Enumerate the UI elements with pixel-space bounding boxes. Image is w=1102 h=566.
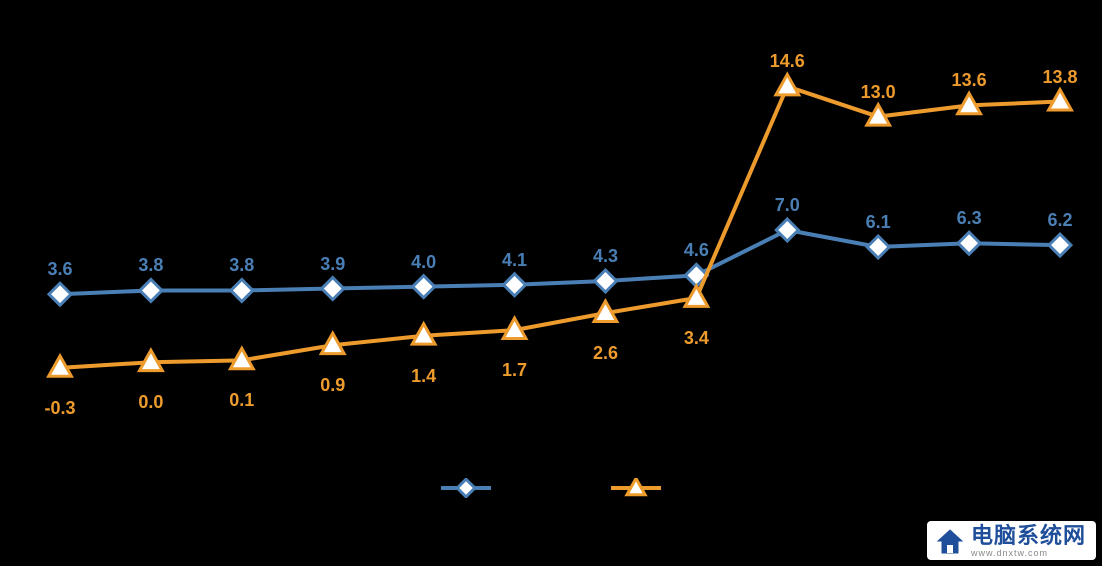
legend-swatch: [611, 478, 661, 498]
series-b-label: 1.7: [502, 360, 527, 381]
series-a-label: 6.2: [1047, 210, 1072, 231]
series-a-label: 6.1: [866, 212, 891, 233]
series-b-label: 13.0: [861, 82, 896, 103]
series-b-label: 13.8: [1042, 67, 1077, 88]
legend-swatch: [441, 478, 491, 498]
watermark-subtitle: www.dnxtw.com: [971, 549, 1048, 558]
house-icon: [935, 527, 965, 557]
series-b-label: 0.9: [320, 375, 345, 396]
series-b-label: 13.6: [952, 70, 987, 91]
legend: [0, 478, 1102, 498]
series-a-label: 7.0: [775, 195, 800, 216]
chart-container: 3.6 3.8 3.8 3.9 4.0 4.1 4.3 4.6 7.0 6.1 6.3 6.2 -0.3…: [0, 0, 1102, 566]
legend-item-series-a: [441, 478, 491, 498]
series-b-label: 2.6: [593, 343, 618, 364]
series-b-label: -0.3: [44, 398, 75, 419]
watermark-badge: 电脑系统网 www.dnxtw.com: [927, 521, 1096, 560]
series-a-label: 4.1: [502, 250, 527, 271]
series-a-label: 4.3: [593, 246, 618, 267]
series-b-label: 14.6: [770, 51, 805, 72]
series-a-label: 3.8: [229, 255, 254, 276]
series-b-label: 3.4: [684, 328, 709, 349]
legend-item-series-b: [611, 478, 661, 498]
series-a-label: 4.0: [411, 252, 436, 273]
series-a-label: 4.6: [684, 240, 709, 261]
series-a-label: 3.8: [138, 255, 163, 276]
series-b-label: 0.0: [138, 392, 163, 413]
series-a-label: 6.3: [957, 208, 982, 229]
series-b-label: 0.1: [229, 390, 254, 411]
series-a-label: 3.6: [47, 259, 72, 280]
series-b-label: 1.4: [411, 366, 436, 387]
series-a-label: 3.9: [320, 254, 345, 275]
watermark-title: 电脑系统网: [971, 525, 1086, 547]
